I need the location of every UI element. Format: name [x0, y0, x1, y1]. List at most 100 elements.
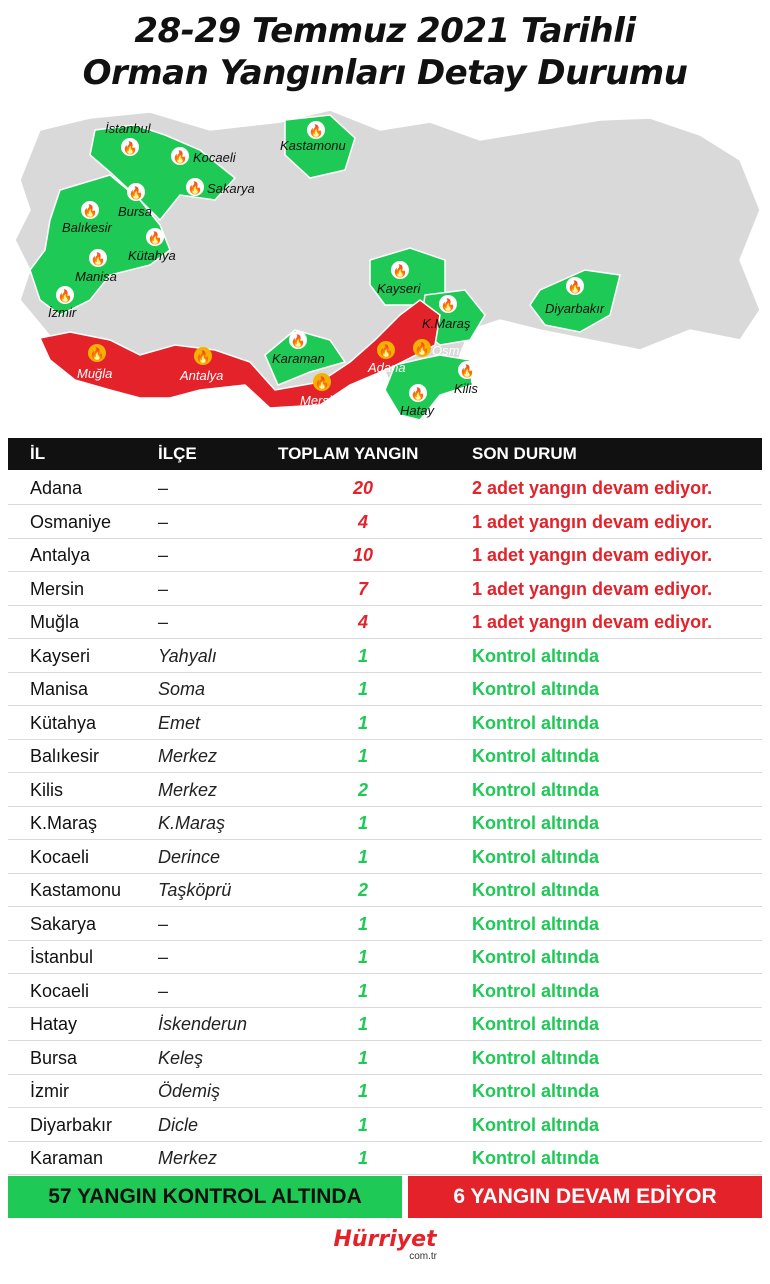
cell-toplam: 7 — [357, 578, 368, 599]
cell-il: K.Maraş — [30, 813, 98, 833]
cell-son-durum: Kontrol altında — [472, 679, 599, 699]
cell-toplam: 1 — [357, 947, 368, 967]
svg-text:🔥: 🔥 — [91, 252, 106, 266]
cell-son-durum: Kontrol altında — [472, 1114, 599, 1135]
cell-il: Manisa — [30, 679, 89, 699]
svg-text:🔥: 🔥 — [379, 344, 394, 358]
map-label-hatay: Hatay — [400, 403, 435, 418]
logo-domain: com.tr — [409, 1251, 437, 1262]
table-row: K.Maraş K.Maraş 1 Kontrol altında — [8, 806, 762, 840]
cell-ilce: – — [158, 478, 169, 498]
fire-icon-hatay: 🔥 — [409, 384, 427, 402]
fire-icon-bursa: 🔥 — [127, 183, 145, 201]
cell-il: Mersin — [30, 578, 85, 599]
table-row: Osmaniye – 4 1 adet yangın devam ediyor. — [8, 505, 762, 539]
cell-son-durum: Kontrol altında — [472, 913, 599, 934]
cell-toplam: 1 — [357, 679, 368, 699]
summary-controlled: 57 YANGIN KONTROL ALTINDA — [8, 1176, 402, 1218]
cell-il: Muğla — [30, 612, 80, 632]
cell-il: Kütahya — [30, 712, 97, 733]
cell-il: Diyarbakır — [30, 1114, 113, 1135]
map-label-kayseri: Kayseri — [377, 281, 421, 296]
table-row: Kayseri Yahyalı 1 Kontrol altında — [8, 639, 762, 673]
map-svg: 🔥 🔥 🔥 🔥 🔥 🔥 🔥 🔥 🔥 🔥 🔥 🔥 🔥 🔥 🔥 🔥 🔥 🔥 🔥 🔥 … — [14, 109, 761, 421]
cell-ilce: Yahyalı — [158, 645, 217, 666]
title-line-2: Orman Yangınları Detay Durumu — [82, 53, 688, 93]
svg-text:🔥: 🔥 — [83, 204, 98, 218]
cell-il: Sakarya — [30, 913, 97, 934]
cell-ilce: K.Maraş — [158, 813, 226, 833]
cell-il: Balıkesir — [30, 746, 100, 766]
cell-ilce: – — [158, 947, 169, 967]
cell-son-durum: 2 adet yangın devam ediyor. — [472, 478, 713, 498]
hurriyet-logo: Hürriyet com.tr — [325, 1228, 445, 1262]
cell-son-durum: Kontrol altında — [472, 1047, 599, 1068]
cell-il: Kayseri — [30, 645, 91, 666]
cell-son-durum: Kontrol altında — [472, 1148, 599, 1168]
fire-icon-kocaeli: 🔥 — [171, 147, 189, 165]
map-label-osmaniye: Osmaniye — [432, 343, 491, 358]
table-row: Karaman Merkez 1 Kontrol altında — [8, 1141, 762, 1175]
cell-son-durum: 1 adet yangın devam ediyor. — [472, 578, 713, 599]
svg-text:🔥: 🔥 — [393, 264, 408, 278]
cell-il: Osmaniye — [30, 511, 112, 532]
cell-il: Kilis — [30, 779, 64, 800]
cell-toplam: 1 — [357, 1114, 368, 1135]
cell-toplam: 1 — [357, 1081, 368, 1101]
region-south-red — [38, 299, 441, 409]
map-label-diyarbakir: Diyarbakır — [545, 301, 605, 316]
cell-toplam: 1 — [357, 813, 368, 833]
fire-icon-kutahya: 🔥 — [146, 228, 164, 246]
cell-ilce: Emet — [158, 712, 201, 733]
svg-text:🔥: 🔥 — [460, 364, 475, 378]
table-row: Hatay İskenderun 1 Kontrol altında — [8, 1007, 762, 1041]
cell-il: Hatay — [30, 1014, 78, 1034]
svg-text:🔥: 🔥 — [441, 298, 456, 312]
cell-toplam: 1 — [357, 645, 368, 666]
fire-icon-kayseri: 🔥 — [391, 261, 409, 279]
cell-toplam: 2 — [357, 880, 368, 900]
cell-toplam: 1 — [357, 980, 368, 1001]
fire-icon-manisa: 🔥 — [89, 249, 107, 267]
table-row: Balıkesir Merkez 1 Kontrol altında — [8, 739, 762, 773]
map-label-bursa: Bursa — [118, 204, 152, 219]
map-label-antalya: Antalya — [179, 368, 223, 383]
cell-son-durum: Kontrol altında — [472, 1014, 599, 1034]
region-diyarbakir — [529, 269, 621, 333]
svg-text:🔥: 🔥 — [188, 181, 203, 195]
svg-text:🔥: 🔥 — [196, 350, 211, 364]
fire-icon-kilis: 🔥 — [458, 361, 476, 379]
cell-toplam: 1 — [357, 746, 368, 766]
cell-son-durum: Kontrol altında — [472, 645, 599, 666]
svg-text:🔥: 🔥 — [411, 387, 426, 401]
cell-il: Antalya — [30, 545, 91, 565]
cell-son-durum: Kontrol altında — [472, 846, 599, 867]
table-row: Kilis Merkez 2 Kontrol altında — [8, 773, 762, 807]
svg-text:🔥: 🔥 — [568, 280, 583, 294]
title-line-1: 28-29 Temmuz 2021 Tarihli — [134, 11, 636, 51]
table-row: Kocaeli – 1 Kontrol altında — [8, 974, 762, 1008]
cell-il: Karaman — [30, 1148, 104, 1168]
svg-text:🔥: 🔥 — [58, 289, 73, 303]
table-row: Muğla – 4 1 adet yangın devam ediyor. — [8, 605, 762, 639]
map-label-kastamonu: Kastamonu — [280, 138, 346, 153]
table-row: Kocaeli Derince 1 Kontrol altında — [8, 840, 762, 874]
region-hatay-kilis — [384, 354, 473, 421]
logo-name: Hürriyet — [333, 1227, 437, 1252]
header-toplam: TOPLAM YANGIN — [278, 444, 419, 463]
cell-il: Bursa — [30, 1047, 78, 1068]
page-title: 28-29 Temmuz 2021 Tarihli Orman Yangınla… — [0, 10, 770, 94]
cell-son-durum: Kontrol altında — [472, 947, 599, 967]
cell-ilce: Derince — [158, 846, 221, 867]
cell-ilce: – — [158, 612, 169, 632]
table-row: Diyarbakır Dicle 1 Kontrol altında — [8, 1108, 762, 1142]
cell-toplam: 1 — [357, 1148, 368, 1168]
cell-ilce: Merkez — [158, 779, 218, 800]
table-row: Kütahya Emet 1 Kontrol altında — [8, 706, 762, 740]
fire-icon-antalya: 🔥 — [194, 347, 212, 365]
cell-son-durum: 1 adet yangın devam ediyor. — [472, 511, 713, 532]
table-row: Sakarya – 1 Kontrol altında — [8, 907, 762, 941]
cell-toplam: 1 — [357, 846, 368, 867]
cell-ilce: İskenderun — [158, 1014, 248, 1034]
map-label-balikesir: Balıkesir — [62, 220, 113, 235]
